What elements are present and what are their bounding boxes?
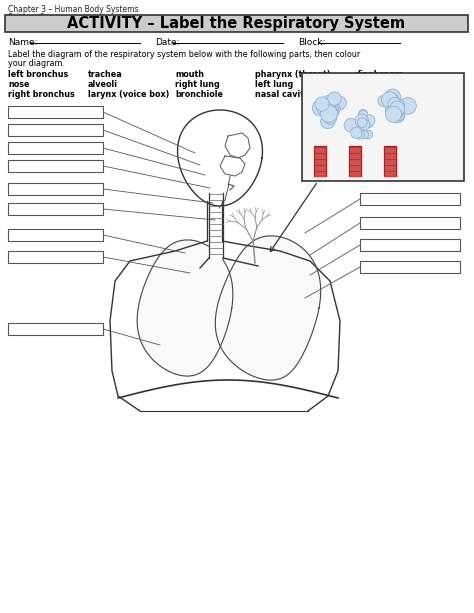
Circle shape xyxy=(315,97,329,111)
Circle shape xyxy=(351,127,362,139)
Text: Label the diagram of the respiratory system below with the following parts, then: Label the diagram of the respiratory sys… xyxy=(8,50,360,59)
Circle shape xyxy=(323,105,338,120)
Circle shape xyxy=(322,96,336,108)
Bar xyxy=(360,193,460,205)
Text: your diagram.: your diagram. xyxy=(8,59,65,68)
Text: left bronchus: left bronchus xyxy=(8,70,68,79)
Circle shape xyxy=(323,101,336,113)
Text: larynx (voice box): larynx (voice box) xyxy=(88,90,169,99)
Text: alveoli: alveoli xyxy=(88,80,118,89)
Circle shape xyxy=(390,101,405,116)
Circle shape xyxy=(320,105,334,119)
Bar xyxy=(8,229,103,241)
Circle shape xyxy=(387,96,400,109)
Text: trachea: trachea xyxy=(88,70,123,79)
Circle shape xyxy=(399,101,410,111)
Text: mouth: mouth xyxy=(175,70,204,79)
Text: diaphragm: diaphragm xyxy=(355,70,404,79)
Circle shape xyxy=(360,131,368,139)
Bar xyxy=(8,251,103,263)
Bar xyxy=(8,106,103,118)
Text: right bronchus: right bronchus xyxy=(8,90,75,99)
Circle shape xyxy=(363,115,375,126)
Circle shape xyxy=(363,117,373,128)
Bar xyxy=(8,183,103,195)
Circle shape xyxy=(355,114,368,128)
Bar xyxy=(8,203,103,215)
Text: nose: nose xyxy=(8,80,29,89)
Text: epiglottis: epiglottis xyxy=(355,90,398,99)
Circle shape xyxy=(355,130,364,139)
Circle shape xyxy=(320,105,337,123)
Text: Name:: Name: xyxy=(8,38,37,47)
Circle shape xyxy=(392,107,403,118)
Circle shape xyxy=(344,118,358,132)
Circle shape xyxy=(385,89,401,105)
Bar xyxy=(360,261,460,273)
Circle shape xyxy=(359,119,370,130)
Circle shape xyxy=(320,115,335,129)
Bar xyxy=(5,15,468,32)
Circle shape xyxy=(323,101,337,115)
Polygon shape xyxy=(137,240,233,376)
Text: ACTIVITY – Label the Respiratory System: ACTIVITY – Label the Respiratory System xyxy=(67,16,405,31)
Circle shape xyxy=(386,89,398,101)
Bar xyxy=(8,323,103,335)
Text: pharynx (throat): pharynx (throat) xyxy=(255,70,330,79)
Circle shape xyxy=(317,99,333,116)
Circle shape xyxy=(328,92,341,105)
Text: Block:: Block: xyxy=(298,38,325,47)
Circle shape xyxy=(364,130,373,139)
Circle shape xyxy=(359,110,367,118)
Circle shape xyxy=(312,100,328,116)
Text: Date:: Date: xyxy=(155,38,180,47)
Text: left lung: left lung xyxy=(255,80,293,89)
Circle shape xyxy=(391,99,405,113)
Bar xyxy=(360,217,460,229)
Circle shape xyxy=(394,110,404,121)
Text: Science 8: Science 8 xyxy=(8,13,45,22)
Bar xyxy=(8,124,103,136)
Text: oral cavity: oral cavity xyxy=(355,80,403,89)
Text: nasal cavity: nasal cavity xyxy=(255,90,309,99)
Circle shape xyxy=(388,97,401,110)
Circle shape xyxy=(323,110,337,124)
Circle shape xyxy=(390,107,405,123)
Bar xyxy=(8,160,103,172)
Circle shape xyxy=(378,96,389,107)
Circle shape xyxy=(326,103,339,116)
Circle shape xyxy=(385,106,401,123)
Bar xyxy=(8,142,103,154)
Text: right lung: right lung xyxy=(175,80,220,89)
Circle shape xyxy=(382,92,398,108)
Circle shape xyxy=(390,97,401,109)
Text: bronchiole: bronchiole xyxy=(175,90,223,99)
Circle shape xyxy=(385,102,401,118)
Polygon shape xyxy=(178,110,263,206)
Bar xyxy=(302,73,464,181)
Circle shape xyxy=(390,103,404,117)
Text: Chapter 3 – Human Body Systems: Chapter 3 – Human Body Systems xyxy=(8,5,138,14)
Circle shape xyxy=(357,118,367,128)
Circle shape xyxy=(359,110,368,120)
Polygon shape xyxy=(215,236,321,380)
Circle shape xyxy=(323,102,335,114)
Circle shape xyxy=(400,97,416,114)
Circle shape xyxy=(333,96,346,110)
Circle shape xyxy=(387,94,399,105)
Circle shape xyxy=(325,102,338,116)
Circle shape xyxy=(326,95,338,108)
Bar xyxy=(360,239,460,251)
Circle shape xyxy=(326,102,340,116)
